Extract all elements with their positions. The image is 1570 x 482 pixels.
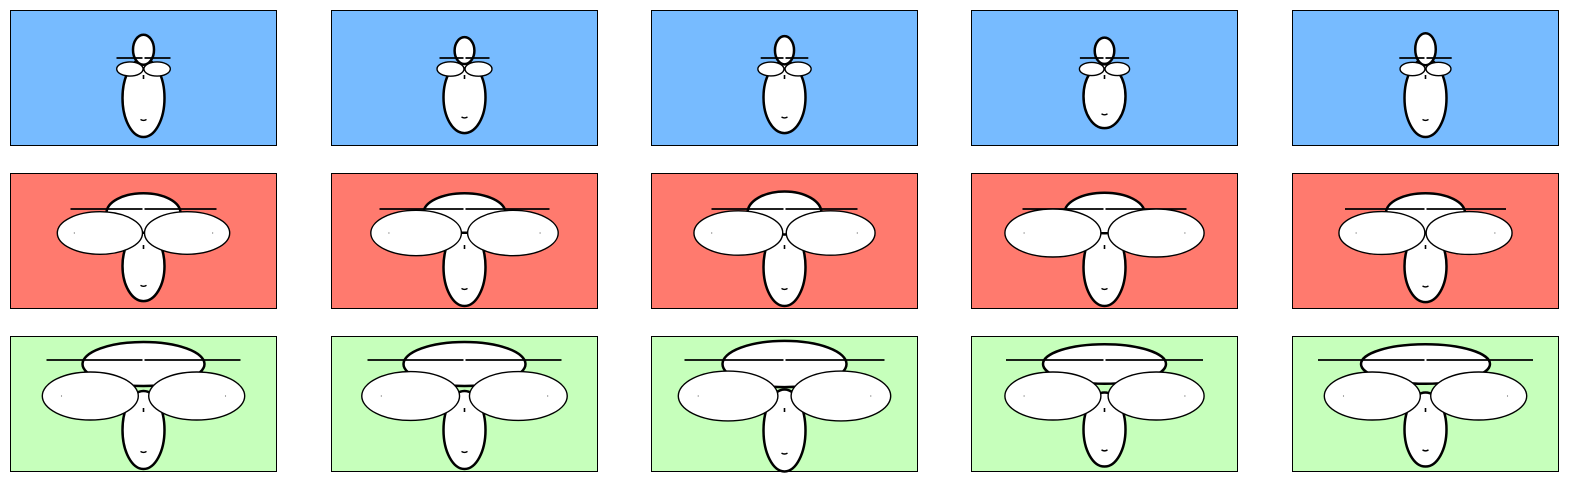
right-ear <box>1104 61 1131 77</box>
face-mouth <box>140 450 147 454</box>
right-ear <box>464 61 493 77</box>
right-ear <box>784 61 812 77</box>
right-ear-dot <box>224 395 227 397</box>
left-ear-dot <box>1023 395 1025 397</box>
face-hat <box>453 35 476 66</box>
left-ear <box>1338 210 1426 256</box>
left-ear-dot <box>711 232 713 234</box>
face-mouth <box>1422 449 1429 452</box>
left-ear <box>1004 208 1102 258</box>
face-panel <box>971 10 1238 146</box>
face-mouth <box>461 287 468 291</box>
left-ear-dot <box>73 232 75 234</box>
right-ear <box>143 210 231 255</box>
face-panel <box>971 336 1238 472</box>
right-ear-dot <box>856 232 858 234</box>
left-ear-dot <box>1023 232 1025 234</box>
face-panel <box>651 10 918 146</box>
left-ear-dot <box>60 395 63 397</box>
left-ear <box>1323 371 1422 421</box>
right-ear-dot <box>1184 232 1186 234</box>
left-ear <box>436 61 465 77</box>
face-head <box>121 389 166 471</box>
left-ear-dot <box>697 395 699 397</box>
face-panel <box>331 336 598 472</box>
left-ear <box>115 61 144 77</box>
face-mouth <box>781 116 788 119</box>
face-hat <box>131 33 156 67</box>
right-ear <box>143 61 172 77</box>
left-ear <box>361 370 461 422</box>
right-ear-dot <box>212 232 214 234</box>
face-mouth <box>140 284 147 288</box>
face-panel <box>1292 336 1559 472</box>
face-mouth <box>781 287 788 291</box>
left-ear-dot <box>380 395 382 397</box>
right-ear <box>1107 208 1205 258</box>
right-ear <box>785 210 876 256</box>
right-ear-dot <box>539 232 541 234</box>
face-panel <box>331 173 598 309</box>
left-ear-dot <box>1342 395 1345 397</box>
left-ear <box>677 370 779 422</box>
right-ear-dot <box>547 395 549 397</box>
face-mouth <box>1422 285 1429 288</box>
right-ear-dot <box>1506 395 1509 397</box>
face-panel <box>651 173 918 309</box>
face-panel <box>1292 173 1559 309</box>
face-panel <box>10 173 277 309</box>
face-head <box>1403 391 1448 468</box>
face-mouth <box>1422 118 1429 122</box>
face-panel <box>331 10 598 146</box>
left-ear <box>757 61 785 77</box>
left-ear-dot <box>388 232 390 234</box>
right-ear <box>147 371 246 421</box>
left-ear <box>56 210 144 255</box>
right-ear-dot <box>870 395 872 397</box>
face-panel <box>971 173 1238 309</box>
face-panel <box>10 336 277 472</box>
left-ear <box>370 209 463 257</box>
face-mouth <box>461 116 468 119</box>
face-hat <box>773 34 796 66</box>
face-mouth <box>781 452 788 455</box>
face-hat <box>1093 36 1116 66</box>
face-panel <box>651 336 918 473</box>
right-ear <box>468 370 568 422</box>
face-head <box>442 389 487 471</box>
right-ear-dot <box>1494 232 1496 234</box>
face-mouth <box>1101 449 1108 452</box>
left-ear <box>1078 61 1105 77</box>
face-mouth <box>461 450 468 454</box>
face-mouth <box>140 118 147 122</box>
face-mouth <box>1101 113 1108 116</box>
right-ear <box>1429 371 1528 421</box>
left-ear <box>41 371 140 421</box>
face-head <box>1082 391 1127 468</box>
face-hat <box>1413 31 1438 67</box>
left-ear <box>1399 61 1426 77</box>
right-ear <box>1425 210 1513 256</box>
right-ear <box>1425 61 1452 77</box>
left-ear-dot <box>1355 232 1357 234</box>
face-head <box>762 388 807 473</box>
face-panel <box>10 10 277 146</box>
left-ear <box>1004 371 1102 421</box>
right-ear <box>466 209 559 257</box>
left-ear <box>693 210 784 256</box>
right-ear <box>790 370 892 422</box>
right-ear-dot <box>1184 395 1186 397</box>
right-ear <box>1107 371 1205 421</box>
face-panel <box>1292 10 1559 146</box>
face-mouth <box>1101 287 1108 291</box>
